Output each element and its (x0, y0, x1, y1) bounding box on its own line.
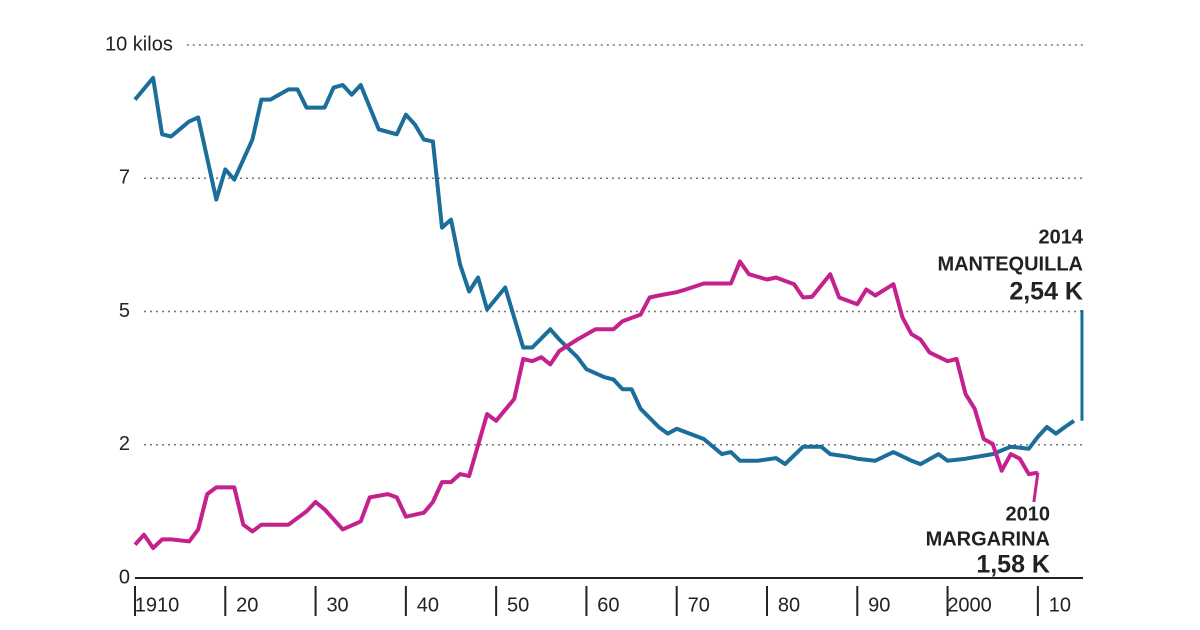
x-tick-label: 30 (326, 594, 348, 616)
x-tick-label: 2000 (947, 594, 992, 616)
series-line (133, 75, 1076, 467)
y-tick-label: 0 (119, 566, 130, 588)
x-tick-label: 80 (778, 594, 800, 616)
annotation-name: MANTEQUILLA (937, 253, 1083, 275)
x-tick-label: 10 (1049, 594, 1071, 616)
annotation-year: 2014 (1039, 226, 1084, 248)
annotation-value: 1,58 K (976, 551, 1050, 579)
series-line (133, 259, 1039, 550)
x-tick-label: 50 (507, 594, 529, 616)
x-tick-label: 90 (868, 594, 890, 616)
annotation-year: 2010 (1006, 503, 1051, 525)
y-tick-label: 7 (119, 167, 130, 189)
annotation-value: 2,54 K (1009, 278, 1083, 306)
x-tick-label: 20 (236, 594, 258, 616)
annotation-name: MARGARINA (926, 528, 1050, 550)
y-tick-label: 5 (119, 300, 130, 322)
x-tick-label: 60 (597, 594, 619, 616)
y-tick-label: 2 (119, 433, 130, 455)
y-tick-label: 10 kilos (105, 33, 173, 55)
annotation-pointer (1032, 472, 1040, 503)
x-tick-label: 70 (688, 594, 710, 616)
x-tick-label: 1910 (135, 594, 180, 616)
x-tick-label: 40 (417, 594, 439, 616)
